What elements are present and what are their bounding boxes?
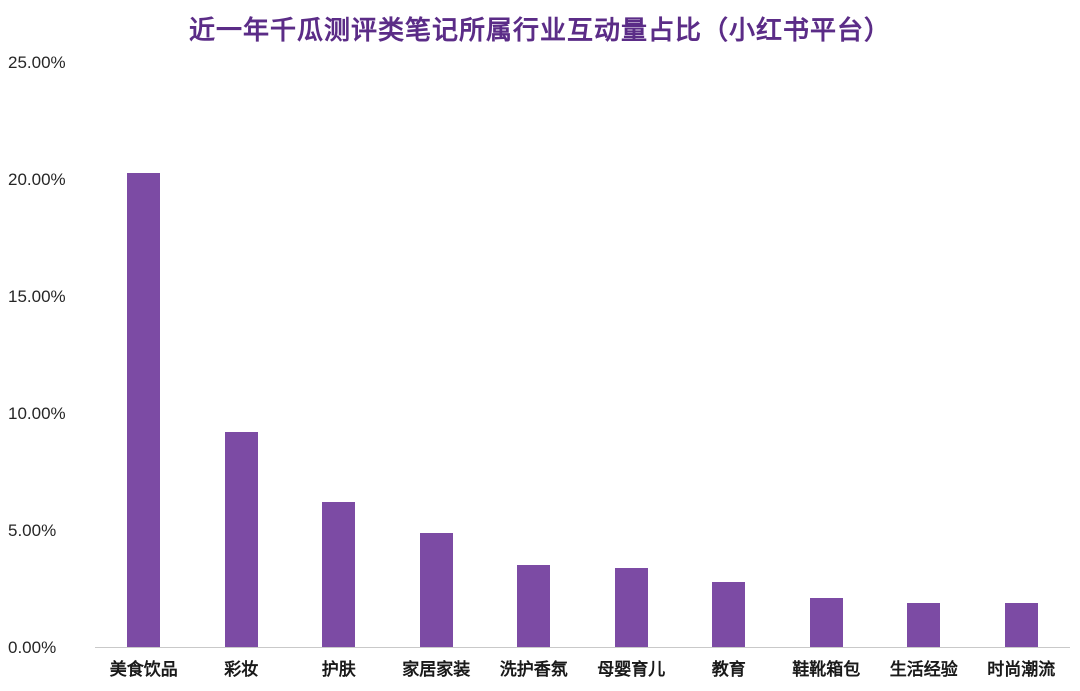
bar-column bbox=[583, 63, 681, 647]
bar-column bbox=[485, 63, 583, 647]
bar-5 bbox=[517, 565, 551, 647]
y-axis: 0.00% 5.00% 10.00% 15.00% 20.00% 25.00% bbox=[8, 53, 88, 657]
y-axis-tick-label: 0.00% bbox=[8, 638, 57, 657]
y-axis-tick-label: 5.00% bbox=[8, 521, 57, 540]
bar-column bbox=[193, 63, 291, 647]
y-axis-tick-label: 10.00% bbox=[8, 404, 66, 423]
bar-4 bbox=[419, 532, 453, 647]
bar-10 bbox=[1004, 602, 1038, 647]
x-axis-category-label: 母婴育儿 bbox=[597, 660, 666, 679]
y-axis-tick-label: 20.00% bbox=[8, 170, 66, 189]
bar-column bbox=[778, 63, 876, 647]
bar-1 bbox=[127, 172, 161, 647]
x-axis-category-label: 教育 bbox=[711, 660, 746, 679]
x-axis-category-label: 美食饮品 bbox=[109, 660, 178, 679]
x-axis-category-label: 生活经验 bbox=[889, 660, 958, 679]
bar-column bbox=[875, 63, 973, 647]
bar-6 bbox=[614, 567, 648, 647]
x-axis-category-label: 时尚潮流 bbox=[987, 660, 1056, 679]
bar-3 bbox=[322, 502, 356, 647]
chart-title: 近一年千瓜测评类笔记所属行业互动量占比（小红书平台） bbox=[188, 15, 891, 45]
bar-column bbox=[680, 63, 778, 647]
bar-7 bbox=[712, 581, 746, 647]
bar-column bbox=[95, 63, 193, 647]
x-axis-category-label: 护肤 bbox=[321, 660, 356, 679]
bar-column bbox=[973, 63, 1071, 647]
bar-9 bbox=[907, 602, 941, 647]
x-axis-category-label: 洗护香氛 bbox=[499, 660, 568, 679]
bar-2 bbox=[224, 432, 258, 647]
x-axis-category-label: 鞋靴箱包 bbox=[792, 660, 861, 679]
x-axis: 美食饮品 彩妆 护肤 家居家装 洗护香氛 母婴育儿 教育 鞋靴箱包 生活经验 时尚潮流 bbox=[95, 655, 1070, 680]
x-axis-category-label: 家居家装 bbox=[402, 660, 471, 679]
bar-column bbox=[388, 63, 486, 647]
plot-area bbox=[95, 63, 1070, 648]
bar-column bbox=[290, 63, 388, 647]
bar-8 bbox=[809, 597, 843, 647]
y-axis-tick-label: 25.00% bbox=[8, 53, 66, 72]
x-axis-category-label: 彩妆 bbox=[224, 660, 259, 679]
y-axis-tick-label: 15.00% bbox=[8, 287, 66, 306]
